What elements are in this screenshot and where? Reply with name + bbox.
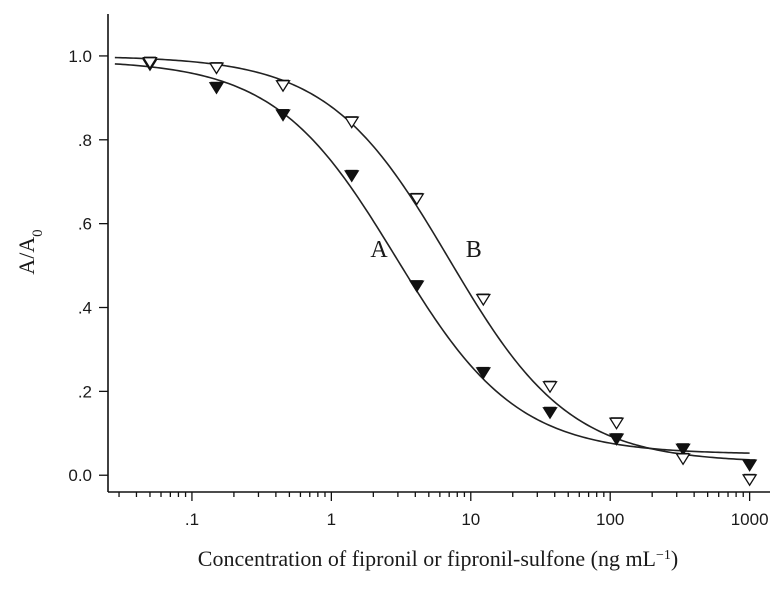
y-tick-label: .2	[78, 382, 92, 401]
y-tick-label: .8	[78, 131, 92, 150]
y-tick-label: 1.0	[68, 47, 92, 66]
x-axis-title: Concentration of fipronil or fipronil-su…	[198, 546, 678, 571]
y-axis-title: A/A0	[14, 229, 46, 274]
y-tick-label: 0.0	[68, 466, 92, 485]
data-point-a	[208, 82, 225, 95]
y-axis-title-main: A/A	[14, 237, 39, 275]
data-point-a	[608, 433, 625, 446]
data-point-a	[475, 367, 491, 380]
fit-curve-b	[114, 56, 750, 461]
data-point-b	[741, 474, 758, 487]
data-point-a	[344, 170, 360, 183]
axis-ticks: 0.0 .2 .4 .6 .8 1.0 .1 1 10 100 1000	[68, 47, 768, 529]
data-point-b	[675, 453, 691, 466]
x-axis-title-sup: −1	[656, 548, 671, 563]
x-tick-label: 100	[596, 510, 624, 529]
data-point-a	[542, 407, 558, 420]
fit-curves	[114, 56, 750, 461]
data-point-a	[409, 280, 425, 293]
y-tick-label: .4	[78, 299, 92, 318]
y-tick-label: .6	[78, 215, 92, 234]
x-tick-label: 1	[327, 510, 336, 529]
data-point-b	[475, 293, 491, 307]
data-point-b	[275, 80, 291, 93]
x-axis-title-main: Concentration of fipronil or fipronil-su…	[198, 546, 656, 571]
x-axis-title-suffix: )	[671, 546, 678, 571]
curve-label-a: A	[370, 237, 388, 263]
x-tick-label: 10	[461, 510, 480, 529]
data-point-a	[741, 459, 758, 472]
data-point-b	[208, 62, 225, 75]
data-point-b	[344, 116, 360, 129]
data-point-b	[142, 57, 158, 70]
curve-label-b: B	[466, 237, 482, 263]
y-axis-title-sub: 0	[30, 229, 46, 237]
data-point-b	[608, 417, 625, 430]
data-point-b	[409, 193, 425, 206]
data-markers	[142, 56, 758, 487]
data-point-a	[275, 109, 291, 122]
data-point-a	[675, 443, 691, 456]
data-point-b	[542, 381, 558, 394]
fit-curve-a	[114, 63, 750, 454]
x-tick-label: .1	[185, 510, 199, 529]
x-tick-label: 1000	[731, 510, 769, 529]
